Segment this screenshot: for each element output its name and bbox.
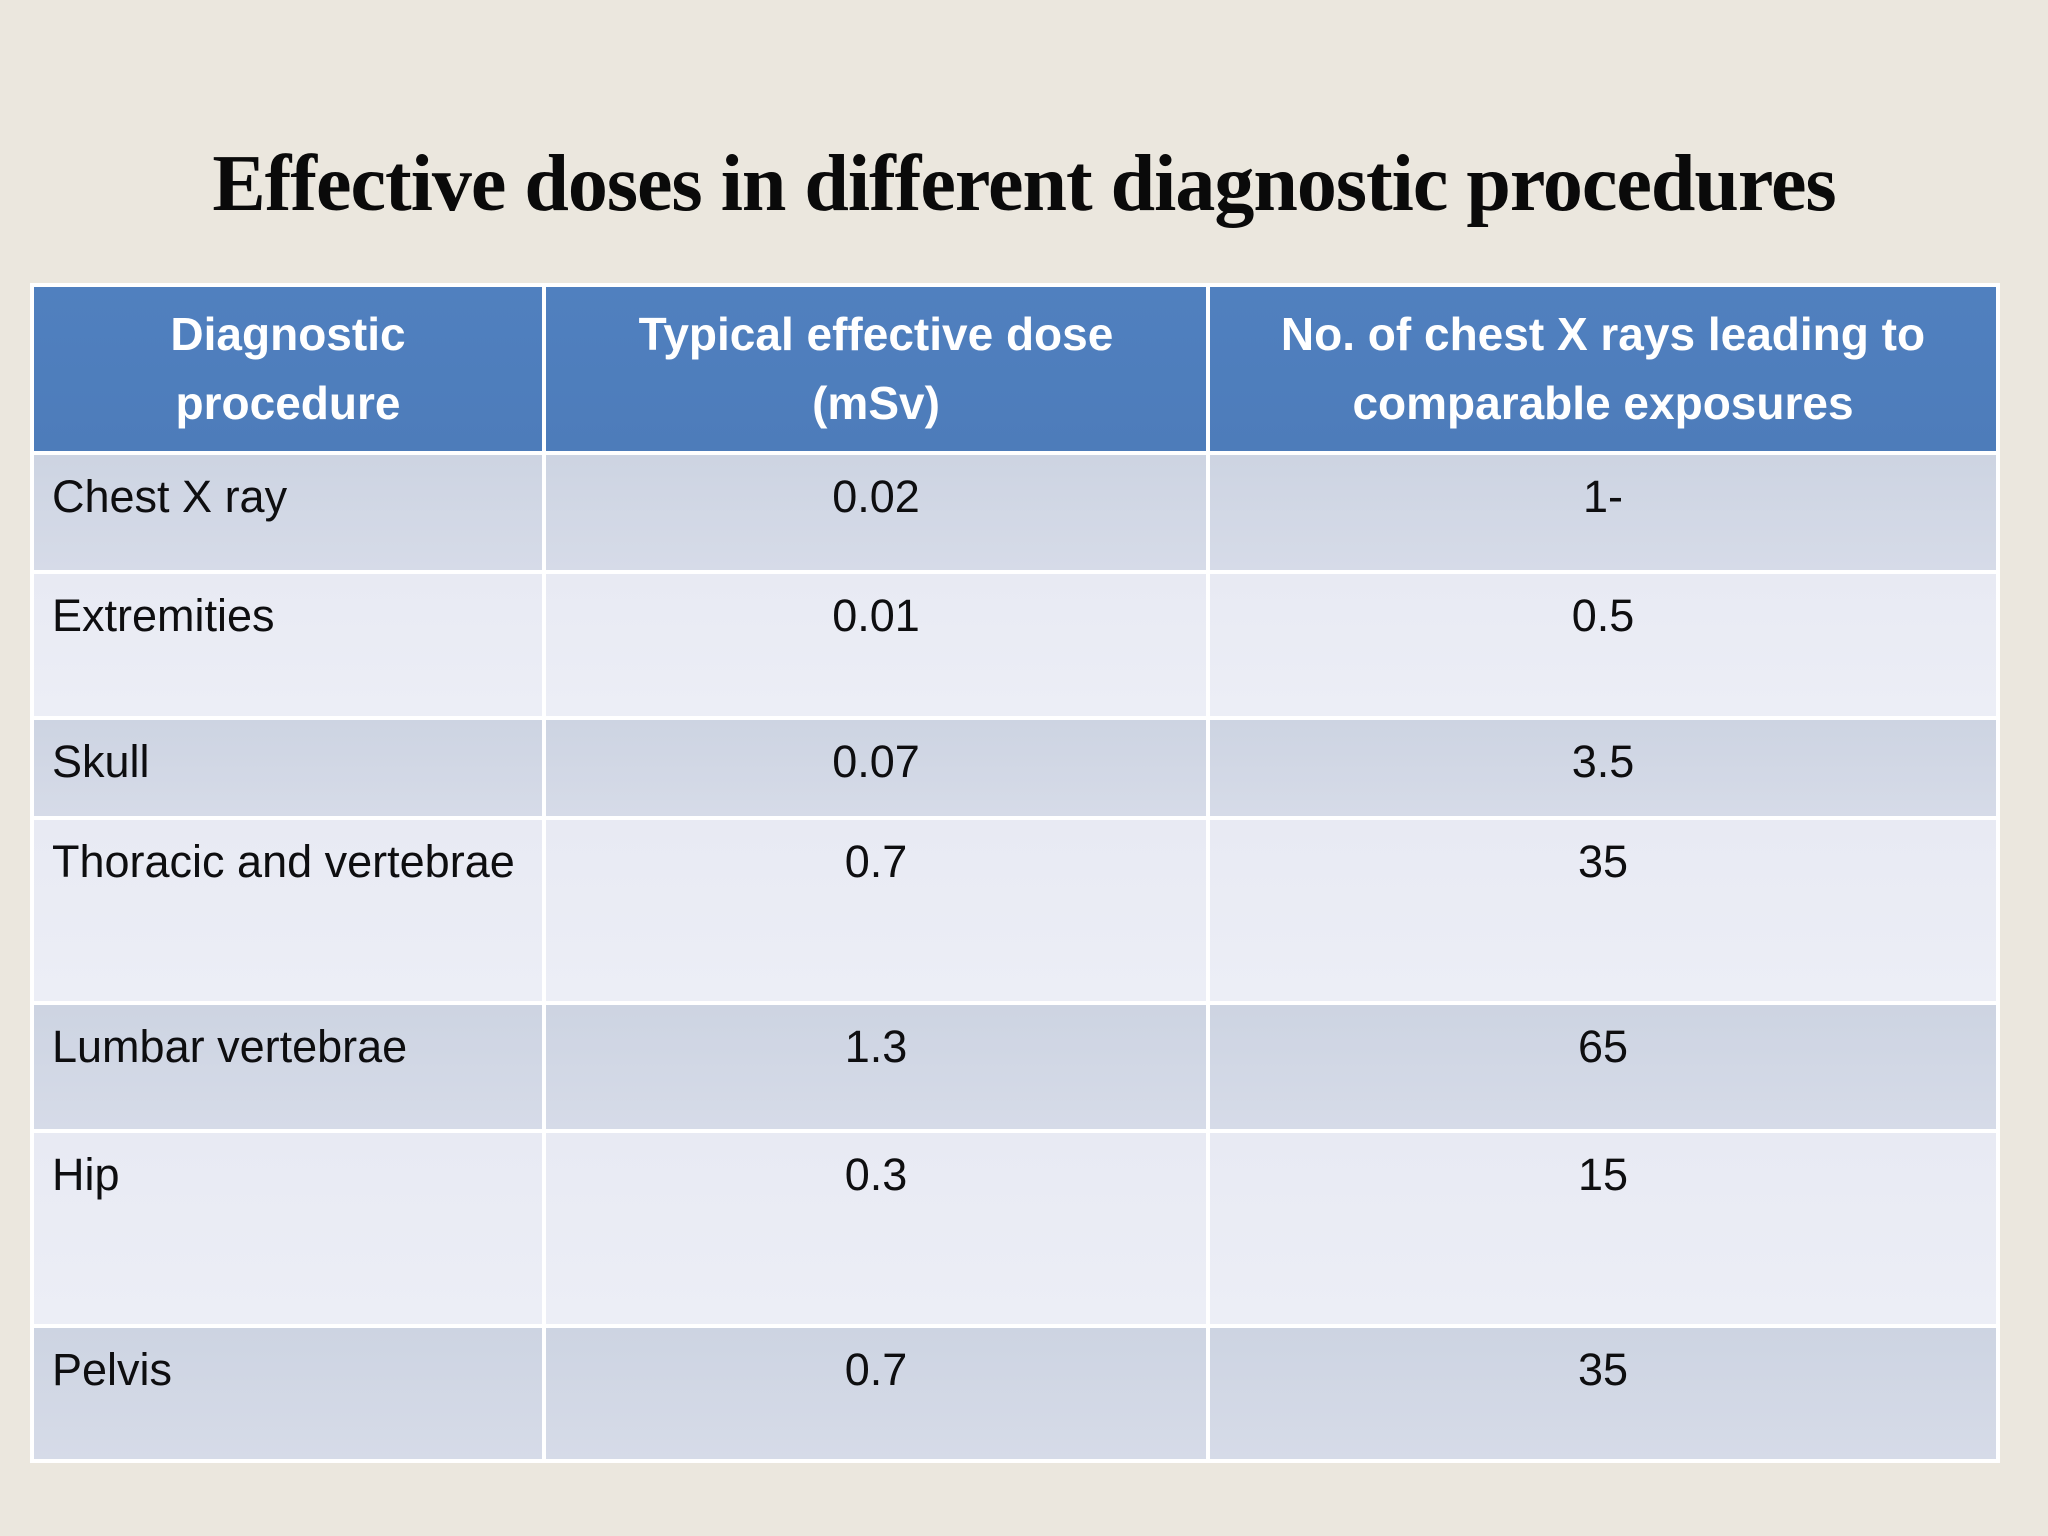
table-row-chest-x-ray: Chest X ray 0.02 1- bbox=[34, 455, 1996, 570]
column-header-diagnostic-procedure: Diagnostic procedure bbox=[34, 287, 542, 451]
dose-cell: 0.3 bbox=[546, 1133, 1206, 1324]
dose-cell: 0.7 bbox=[546, 1328, 1206, 1459]
table-row-pelvis: Pelvis 0.7 35 bbox=[34, 1328, 1996, 1459]
equiv-cell: 35 bbox=[1210, 820, 1996, 1001]
equiv-cell: 3.5 bbox=[1210, 720, 1996, 816]
procedure-cell: Extremities bbox=[34, 574, 542, 716]
equiv-cell: 15 bbox=[1210, 1133, 1996, 1324]
equiv-cell: 0.5 bbox=[1210, 574, 1996, 716]
equiv-cell: 65 bbox=[1210, 1005, 1996, 1129]
procedure-cell: Lumbar vertebrae bbox=[34, 1005, 542, 1129]
slide-title: Effective doses in different diagnostic … bbox=[212, 140, 1836, 228]
header-line: comparable exposures bbox=[1352, 377, 1854, 429]
header-line: No. of chest X rays leading to bbox=[1280, 308, 1926, 360]
procedure-cell: Skull bbox=[34, 720, 542, 816]
header-line: (mSv) bbox=[812, 377, 940, 429]
dose-cell: 1.3 bbox=[546, 1005, 1206, 1129]
column-header-typical-effective-dose: Typical effective dose (mSv) bbox=[546, 287, 1206, 451]
table-row-extremities: Extremities 0.01 0.5 bbox=[34, 574, 1996, 716]
table-header-row: Diagnostic procedure Typical effective d… bbox=[34, 287, 1996, 451]
dose-cell: 0.02 bbox=[546, 455, 1206, 570]
column-header-chest-xray-equivalent: No. of chest X rays leading to comparabl… bbox=[1210, 287, 1996, 451]
procedure-cell: Chest X ray bbox=[34, 455, 542, 570]
header-line: procedure bbox=[175, 377, 401, 429]
dose-cell: 0.01 bbox=[546, 574, 1206, 716]
dose-cell: 0.07 bbox=[546, 720, 1206, 816]
equiv-cell: 35 bbox=[1210, 1328, 1996, 1459]
equiv-cell: 1- bbox=[1210, 455, 1996, 570]
header-line: Typical effective dose bbox=[638, 308, 1114, 360]
table-row-skull: Skull 0.07 3.5 bbox=[34, 720, 1996, 816]
header-line: Diagnostic bbox=[170, 308, 406, 360]
procedure-cell: Thoracic and vertebrae bbox=[34, 820, 542, 1001]
table-row-hip: Hip 0.3 15 bbox=[34, 1133, 1996, 1324]
table-row-thoracic-and-vertebrae: Thoracic and vertebrae 0.7 35 bbox=[34, 820, 1996, 1001]
procedure-cell: Pelvis bbox=[34, 1328, 542, 1459]
effective-doses-table: Diagnostic procedure Typical effective d… bbox=[30, 283, 2000, 1463]
dose-cell: 0.7 bbox=[546, 820, 1206, 1001]
table-row-lumbar-vertebrae: Lumbar vertebrae 1.3 65 bbox=[34, 1005, 1996, 1129]
procedure-cell: Hip bbox=[34, 1133, 542, 1324]
